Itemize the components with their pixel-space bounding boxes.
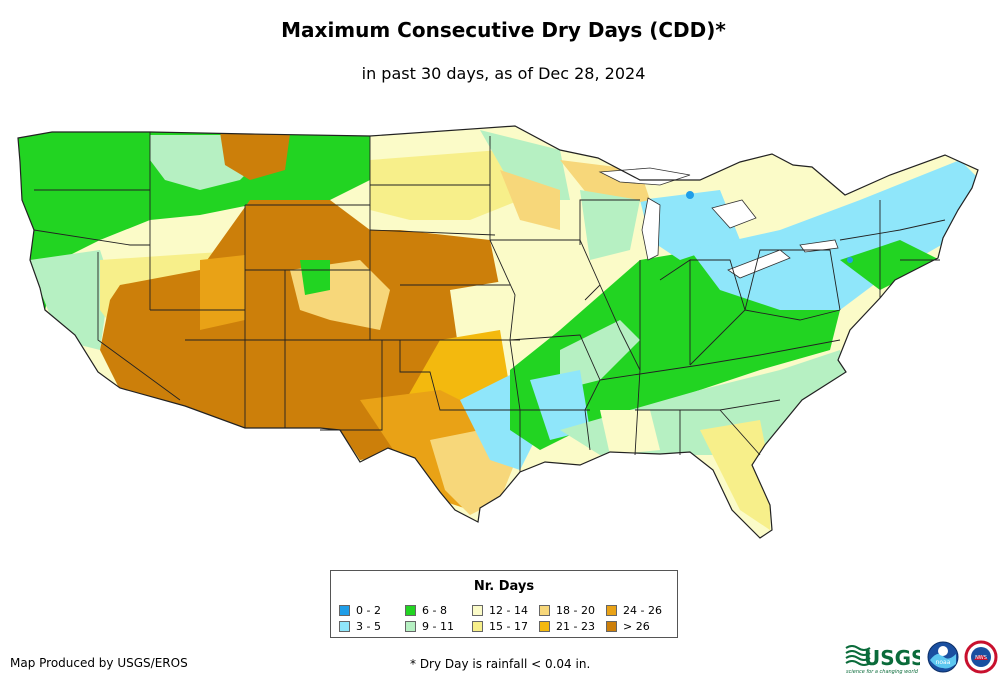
legend-item: 18 - 20	[539, 603, 595, 618]
footnote-text: * Dry Day is rainfall < 0.04 in.	[410, 657, 591, 671]
legend-title: Nr. Days	[473, 579, 535, 594]
noaa-logo-text: noaa	[936, 659, 951, 666]
region-minnesota-tan	[500, 170, 560, 230]
nws-logo: NWS	[964, 640, 998, 674]
legend-item: 24 - 26	[606, 603, 662, 618]
legend-item: 6 - 8	[405, 603, 447, 618]
cdd-map-svg	[17, 125, 979, 539]
legend-item: > 26	[606, 619, 650, 634]
region-utah-orange	[200, 255, 245, 330]
legend-box: Nr. Days 0 - 2 3 - 5 6 - 8 9 - 11 12 - 1…	[330, 570, 678, 638]
legend-swatch	[539, 621, 550, 632]
region-alabama-pale	[600, 410, 660, 455]
legend-label: 6 - 8	[422, 604, 447, 617]
legend-label: 12 - 14	[489, 604, 528, 617]
legend-label: 9 - 11	[422, 620, 454, 633]
region-newengland-green	[840, 240, 940, 290]
legend-swatch	[339, 605, 350, 616]
legend-item: 0 - 2	[339, 603, 381, 618]
usgs-logo-text: USGS	[864, 646, 920, 670]
legend-label: 0 - 2	[356, 604, 381, 617]
region-northeast-blue	[690, 160, 978, 310]
region-0-2-spot	[686, 191, 694, 199]
usgs-tagline: science for a changing world	[846, 669, 919, 675]
legend-item: 21 - 23	[539, 619, 595, 634]
map-subtitle: in past 30 days, as of Dec 28, 2024	[361, 64, 646, 83]
region-florida-yellow	[700, 420, 770, 530]
legend-item: 12 - 14	[472, 603, 528, 618]
legend-label: 15 - 17	[489, 620, 528, 633]
credit-text: Map Produced by USGS/EROS	[10, 656, 188, 670]
region-arkansas-blue	[530, 370, 590, 440]
legend-swatch	[606, 605, 617, 616]
legend-swatch	[539, 605, 550, 616]
legend-item: 3 - 5	[339, 619, 381, 634]
usgs-logo: USGS science for a changing world	[845, 645, 920, 675]
noaa-logo: noaa	[927, 641, 959, 673]
region-colorado-green	[300, 260, 330, 295]
legend-label: 3 - 5	[356, 620, 381, 633]
legend-label: 18 - 20	[556, 604, 595, 617]
legend-item: 9 - 11	[405, 619, 454, 634]
legend-swatch	[405, 621, 416, 632]
legend-label: 24 - 26	[623, 604, 662, 617]
legend-swatch	[339, 621, 350, 632]
cdd-map	[0, 110, 1007, 550]
legend-label: 21 - 23	[556, 620, 595, 633]
legend-swatch	[606, 621, 617, 632]
great-lakes	[598, 167, 839, 279]
legend-swatch	[472, 605, 483, 616]
map-fill-regions	[18, 126, 978, 538]
map-title: Maximum Consecutive Dry Days (CDD)*	[281, 18, 726, 42]
nws-logo-text: NWS	[975, 655, 987, 661]
agency-logos: USGS science for a changing world noaa N…	[842, 640, 1002, 684]
legend-label: > 26	[623, 620, 650, 633]
state-borders	[17, 125, 979, 539]
region-wisconsin-lightgreen	[580, 190, 640, 260]
legend-swatch	[472, 621, 483, 632]
region-minnesota-lightgreen	[480, 130, 570, 200]
region-0-2-spot	[847, 257, 853, 263]
region-california-lightgreen	[30, 250, 110, 350]
legend-item: 15 - 17	[472, 619, 528, 634]
legend-grid: 0 - 2 3 - 5 6 - 8 9 - 11 12 - 14 15 - 17…	[339, 603, 675, 635]
legend-swatch	[405, 605, 416, 616]
region-montana-brown	[220, 132, 290, 180]
